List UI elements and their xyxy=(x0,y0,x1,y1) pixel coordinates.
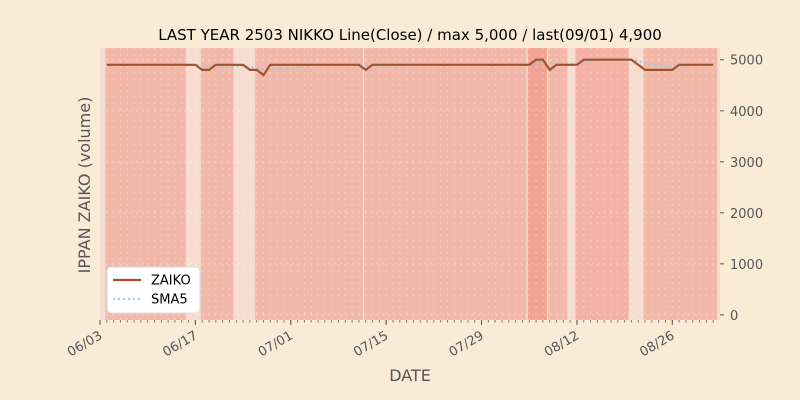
legend: ZAIKO SMA5 xyxy=(106,266,201,314)
x-tick-label-6: 08/26 xyxy=(637,328,677,360)
band-3 xyxy=(364,48,527,320)
x-tick-label-4: 07/29 xyxy=(447,328,487,360)
legend-label-sma5: SMA5 xyxy=(151,293,188,308)
legend-box xyxy=(106,266,201,314)
y-tick-label-2: 2000 xyxy=(730,207,763,222)
band-7 xyxy=(643,48,718,320)
legend-label-zaiko: ZAIKO xyxy=(151,274,191,289)
x-tick-label-2: 07/01 xyxy=(256,328,296,360)
y-axis-ticks: 0 1000 2000 3000 4000 5000 xyxy=(720,54,763,324)
y-tick-label-5: 5000 xyxy=(730,54,763,69)
x-tick-label-1: 06/17 xyxy=(160,328,200,360)
series-layer xyxy=(106,58,714,77)
x-tick-label-5: 08/12 xyxy=(542,328,582,360)
band-4 xyxy=(527,48,547,320)
x-tick-label-3: 07/15 xyxy=(351,328,391,360)
band-5 xyxy=(548,48,568,320)
chart-title: LAST YEAR 2503 NIKKO Line(Close) / max 5… xyxy=(158,26,662,44)
y-axis-label: IPPAN ZAIKO (volume) xyxy=(75,97,94,274)
series-line-sma5 xyxy=(106,58,714,70)
y-tick-label-4: 4000 xyxy=(730,105,763,120)
band-2 xyxy=(255,48,363,320)
y-tick-label-1: 1000 xyxy=(730,258,763,273)
band-6 xyxy=(575,48,629,320)
series-line-zaiko xyxy=(106,58,714,77)
band-1 xyxy=(200,48,234,320)
shaded-bands xyxy=(105,48,718,320)
x-axis-ticks: 06/03 06/17 07/01 07/15 07/29 08/12 08/26 xyxy=(65,320,677,360)
y-tick-label-3: 3000 xyxy=(730,156,763,171)
x-tick-label-0: 06/03 xyxy=(65,328,105,360)
x-axis-label: DATE xyxy=(389,366,431,385)
y-tick-label-0: 0 xyxy=(730,309,738,324)
